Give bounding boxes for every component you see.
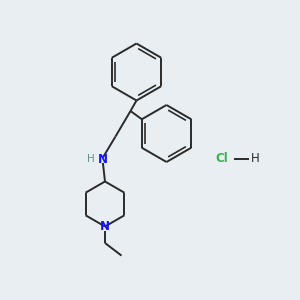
Text: H: H [87,154,95,164]
Text: Cl: Cl [216,152,228,166]
Text: H: H [250,152,260,166]
Text: N: N [100,220,110,233]
Text: N: N [98,153,108,166]
